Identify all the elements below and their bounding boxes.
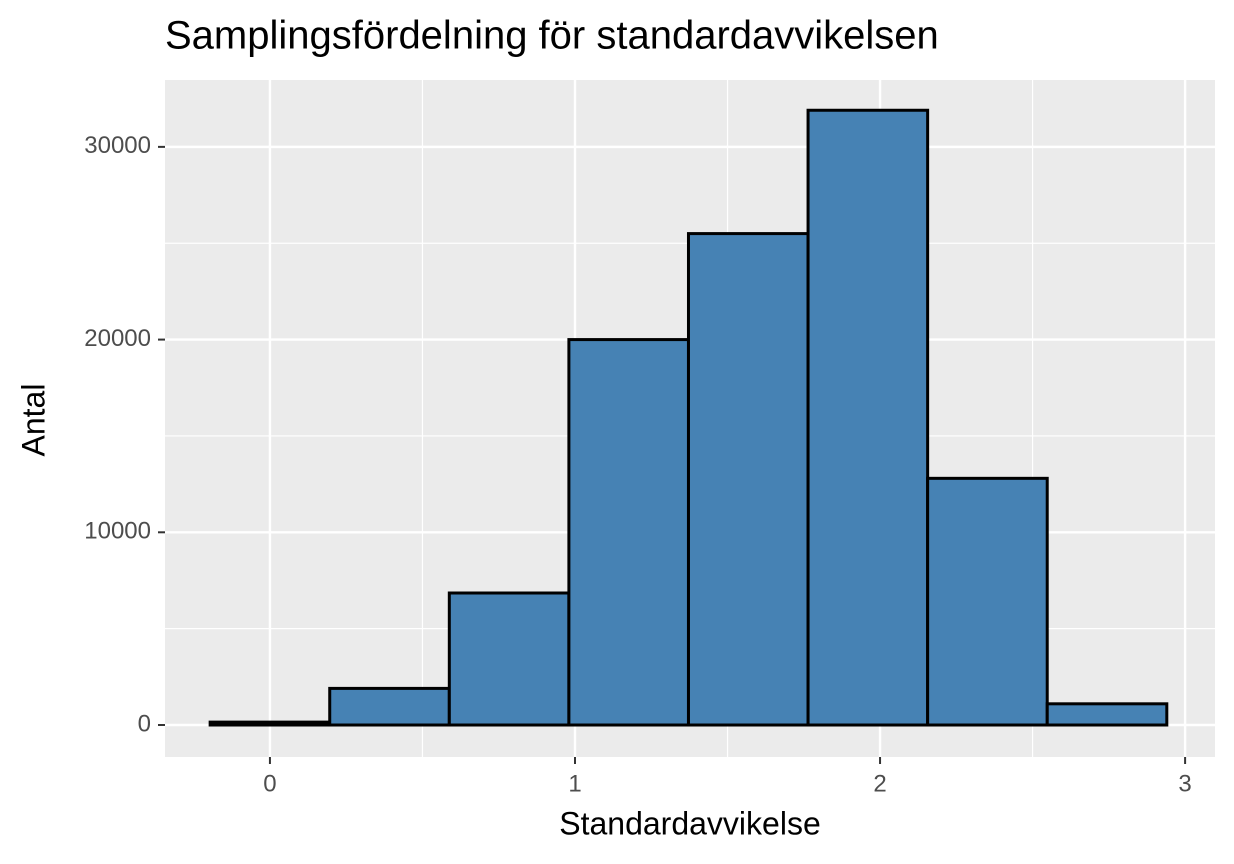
y-tick-label: 30000 [84, 132, 151, 159]
x-tick-label: 2 [873, 770, 886, 797]
chart-title: Samplingsfördelning för standardavvikels… [165, 14, 939, 58]
histogram-bar [447, 591, 571, 727]
y-axis-label: Antal [15, 384, 51, 457]
histogram-bar [806, 108, 930, 727]
x-tick-label: 0 [263, 770, 276, 797]
y-tick-label: 0 [138, 710, 151, 737]
x-tick-label: 3 [1178, 770, 1191, 797]
x-tick-label: 1 [568, 770, 581, 797]
histogram-bar [686, 232, 810, 727]
histogram-bar [208, 720, 332, 727]
x-axis-label: Standardavvikelse [559, 805, 820, 841]
histogram-bar [328, 686, 451, 727]
y-tick-label: 20000 [84, 325, 151, 352]
y-tick-label: 10000 [84, 518, 151, 545]
histogram-bar [1045, 702, 1169, 727]
histogram-bar [926, 476, 1049, 727]
histogram-bar [567, 338, 690, 727]
